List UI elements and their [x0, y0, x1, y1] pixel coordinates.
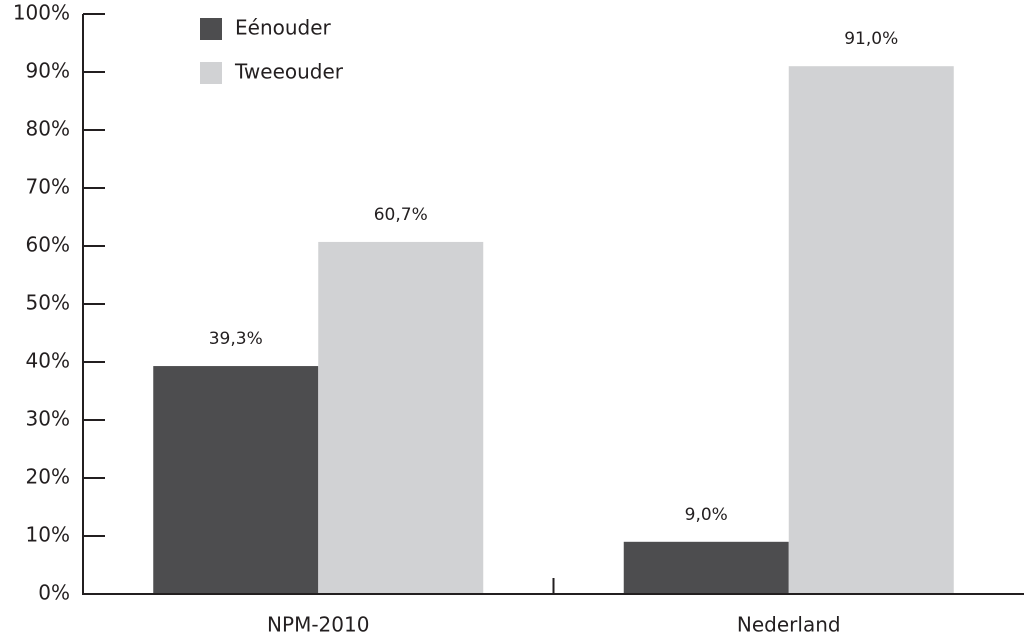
- x-tick-label: NPM-2010: [267, 613, 369, 637]
- bar: [153, 366, 319, 594]
- value-label: 39,3%: [209, 329, 263, 349]
- legend-swatch: [200, 62, 222, 84]
- y-tick-label: 20%: [26, 465, 70, 489]
- y-tick-label: 10%: [26, 523, 70, 547]
- bar: [318, 241, 484, 594]
- value-label: 91,0%: [844, 29, 898, 49]
- legend-swatch: [200, 18, 222, 40]
- value-label: 9,0%: [685, 505, 728, 525]
- y-tick-label: 70%: [26, 175, 70, 199]
- bar: [623, 541, 789, 594]
- value-label: 60,7%: [374, 205, 428, 225]
- x-tick-label: Nederland: [737, 613, 841, 637]
- y-tick-label: 30%: [26, 407, 70, 431]
- y-tick-label: 0%: [38, 581, 70, 605]
- y-tick-label: 100%: [13, 1, 70, 25]
- legend-label: Tweeouder: [234, 60, 344, 84]
- legend-label: Eénouder: [235, 16, 332, 40]
- y-tick-label: 90%: [26, 59, 70, 83]
- y-tick-label: 40%: [26, 349, 70, 373]
- y-tick-label: 50%: [26, 291, 70, 315]
- bar: [788, 66, 954, 594]
- y-tick-label: 60%: [26, 233, 70, 257]
- y-tick-label: 80%: [26, 117, 70, 141]
